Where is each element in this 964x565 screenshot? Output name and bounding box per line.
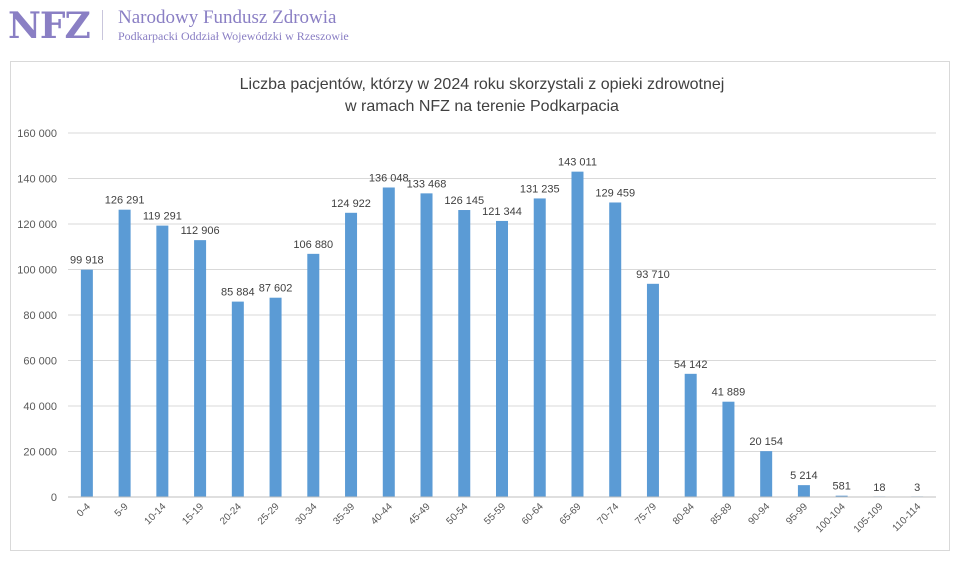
x-tick-label: 25-29 (256, 501, 282, 527)
bar (496, 220, 508, 498)
x-tick-label: 90-94 (746, 501, 772, 527)
bar (307, 253, 320, 497)
data-label: 3 (914, 482, 920, 494)
data-label: 129 459 (595, 187, 635, 199)
data-label: 93 710 (636, 269, 670, 281)
data-label: 87 602 (259, 283, 293, 295)
x-tick-label: 110-114 (891, 501, 924, 534)
bar (533, 198, 546, 497)
data-label: 126 291 (105, 195, 145, 207)
data-label: 143 011 (558, 157, 597, 169)
bar (382, 187, 395, 498)
data-label: 20 154 (749, 436, 783, 448)
y-tick-label: 100 000 (17, 265, 57, 277)
x-tick-label: 85-89 (709, 501, 735, 527)
x-tick-label: 55-59 (482, 501, 508, 527)
bar (156, 225, 169, 497)
data-label: 18 (873, 482, 885, 494)
bar (458, 210, 471, 497)
data-label: 133 468 (407, 178, 447, 190)
y-tick-label: 80 000 (23, 310, 57, 322)
nfz-logo: NFZ (8, 5, 91, 47)
bar (231, 301, 244, 497)
x-tick-label: 40-44 (369, 501, 395, 527)
data-label: 581 (832, 481, 850, 493)
data-label: 85 884 (221, 287, 255, 299)
bar (269, 297, 282, 497)
x-tick-label: 0-4 (75, 501, 93, 519)
org-branch: Podkarpacki Oddział Wojewódzki w Rzeszow… (118, 29, 349, 43)
x-tick-label: 20-24 (218, 501, 244, 527)
header: NFZ Narodowy Fundusz Zdrowia Podkarpacki… (0, 0, 964, 56)
x-tick-label: 15-19 (180, 501, 206, 527)
data-label: 136 048 (369, 172, 409, 184)
bar (80, 269, 93, 497)
data-label: 5 214 (790, 470, 818, 482)
y-tick-label: 60 000 (23, 356, 57, 368)
data-label: 126 145 (444, 195, 484, 207)
x-tick-label: 60-64 (520, 501, 546, 527)
chart-title-line2: w ramach NFZ na terenie Podkarpacia (345, 98, 619, 115)
bar (835, 495, 848, 497)
x-tick-label: 5-9 (113, 501, 131, 519)
x-tick-label: 80-84 (671, 501, 697, 527)
data-label: 119 291 (143, 211, 182, 223)
x-tick-label: 10-14 (143, 501, 169, 527)
bar (760, 451, 773, 497)
data-label: 131 235 (520, 183, 560, 195)
y-tick-label: 0 (51, 492, 57, 504)
x-tick-label: 65-69 (558, 501, 584, 527)
x-tick-label: 35-39 (331, 501, 357, 527)
data-label: 99 918 (70, 255, 104, 267)
org-name: Narodowy Fundusz Zdrowia (118, 7, 337, 28)
data-label: 112 906 (181, 225, 220, 237)
chart-title-line1: Liczba pacjentów, którzy w 2024 roku sko… (239, 76, 725, 93)
x-tick-label: 45-49 (407, 501, 433, 527)
data-label: 54 142 (674, 359, 708, 371)
bar (420, 193, 433, 498)
data-label: 106 880 (293, 239, 333, 251)
y-tick-label: 160 000 (17, 128, 57, 140)
y-tick-label: 40 000 (23, 401, 57, 413)
bar (646, 283, 659, 497)
x-tick-label: 75-79 (633, 501, 659, 527)
x-tick-label: 105-109 (852, 501, 886, 535)
y-tick-label: 120 000 (17, 219, 57, 231)
x-tick-label: 70-74 (595, 501, 621, 527)
x-tick-label: 30-34 (294, 501, 320, 527)
data-label: 41 889 (712, 387, 746, 399)
bar (345, 212, 358, 498)
y-tick-label: 140 000 (17, 174, 57, 186)
x-tick-label: 100-104 (814, 501, 848, 535)
bar (571, 171, 584, 498)
bar (609, 202, 622, 497)
x-tick-label: 50-54 (445, 501, 471, 527)
x-tick-label: 95-99 (784, 501, 810, 527)
bar (797, 485, 810, 497)
bar (194, 240, 207, 497)
bar (118, 209, 131, 497)
y-tick-label: 20 000 (23, 447, 57, 459)
bar (722, 401, 735, 497)
bar (684, 373, 697, 497)
data-label: 121 344 (482, 206, 522, 218)
data-label: 124 922 (331, 198, 371, 210)
header-divider (102, 10, 103, 40)
